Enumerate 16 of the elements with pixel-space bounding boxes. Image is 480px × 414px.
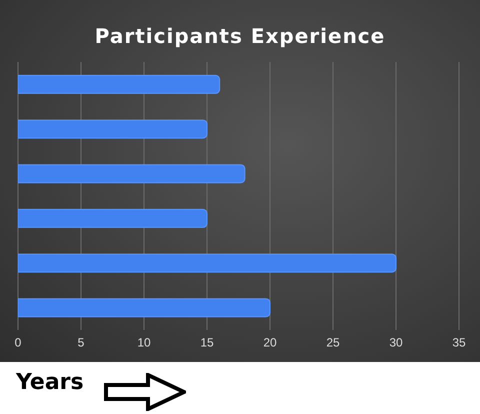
bar (18, 298, 270, 318)
x-tick-label: 20 (263, 336, 277, 350)
bar (18, 74, 220, 94)
x-tick-label: 25 (326, 336, 340, 350)
bar (18, 208, 208, 228)
x-tick-label: 10 (137, 336, 151, 350)
x-tick-label: 30 (389, 336, 403, 350)
x-tick-label: 15 (200, 336, 214, 350)
chart-title: Participants Experience (94, 24, 386, 48)
bar (18, 120, 208, 139)
x-tick-label: 0 (14, 336, 22, 350)
bar (18, 164, 246, 184)
x-tick-label: 5 (78, 336, 85, 350)
x-tick-label: 35 (452, 336, 466, 350)
bar (18, 254, 396, 273)
x-axis-title: Years (16, 370, 84, 395)
